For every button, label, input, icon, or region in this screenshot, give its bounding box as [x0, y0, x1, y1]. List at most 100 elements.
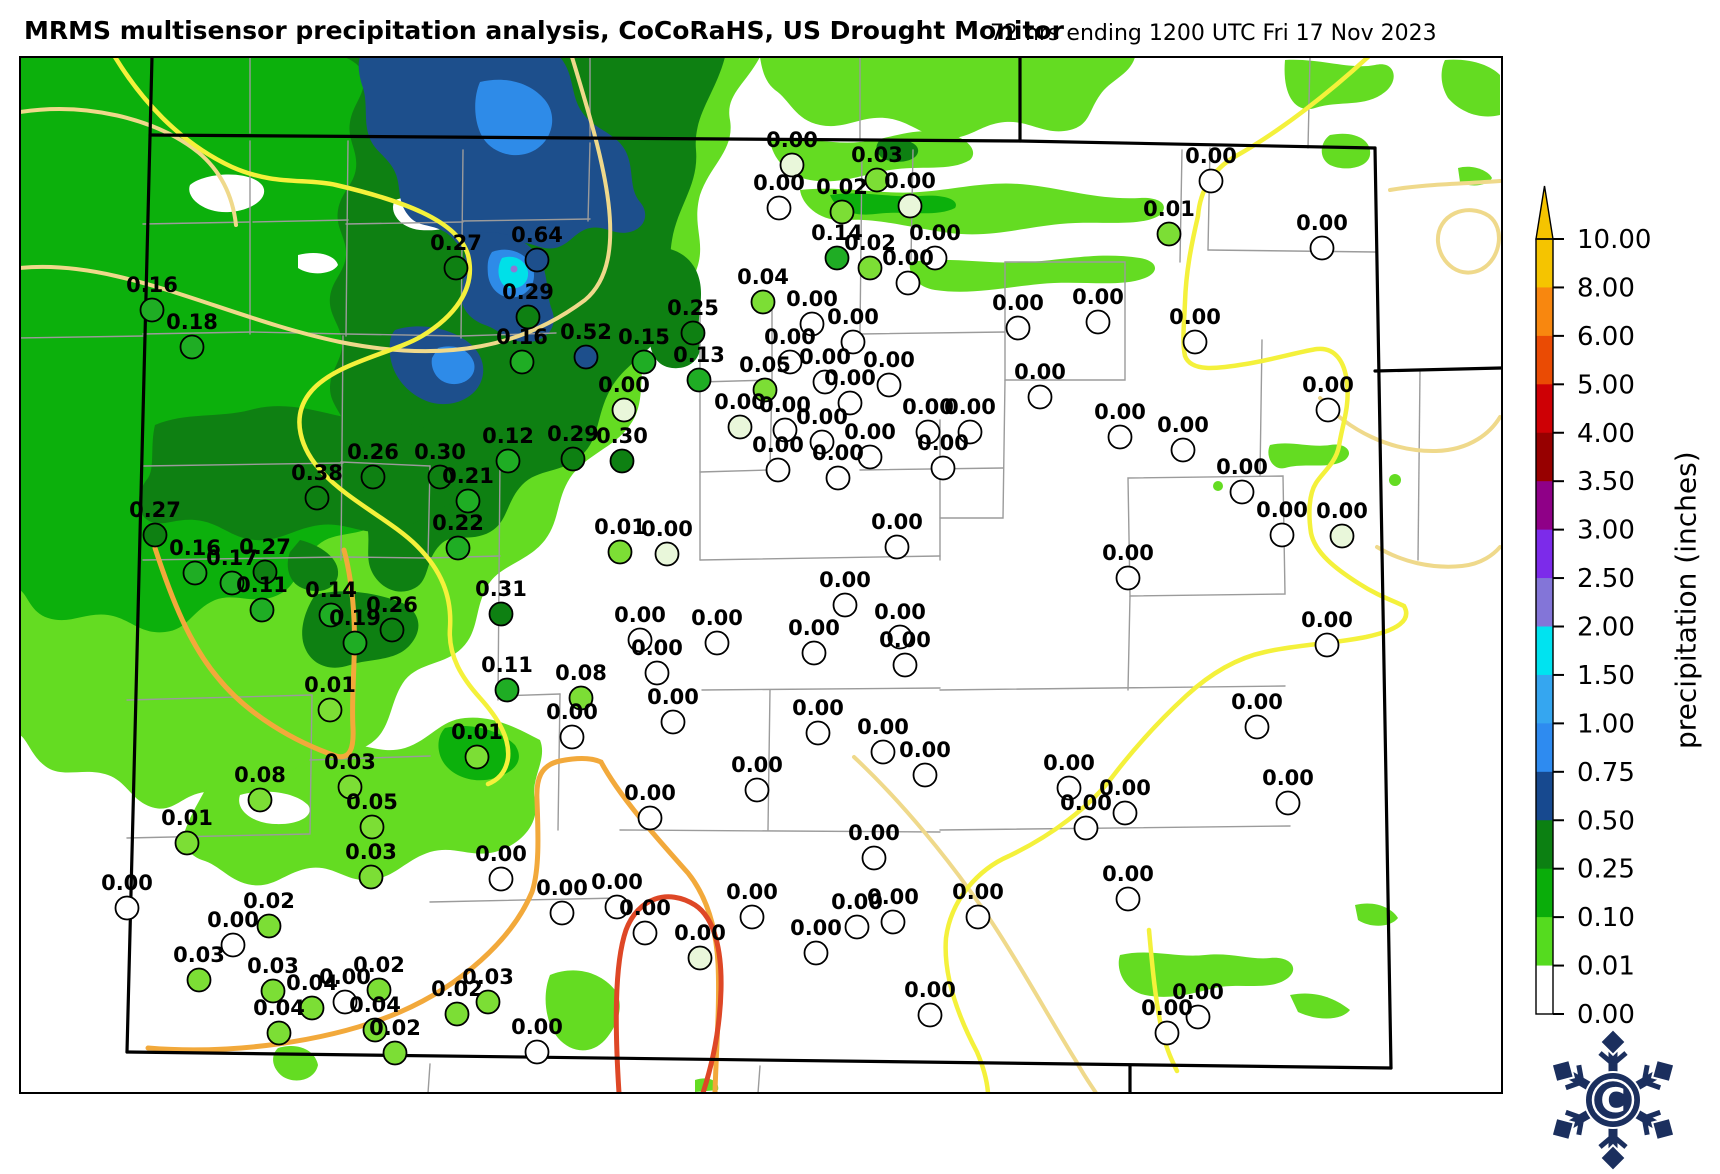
station-value-label: 0.00	[674, 921, 726, 945]
station-marker	[801, 640, 827, 666]
station-value-label: 0.00	[1157, 413, 1209, 437]
station-value-label: 0.00	[792, 696, 844, 720]
station-value-label: 0.00	[819, 568, 871, 592]
station-value-label: 0.00	[614, 603, 666, 627]
station-value-label: 0.00	[1014, 360, 1066, 384]
station-marker	[1005, 315, 1031, 341]
station-marker	[1027, 384, 1053, 410]
station-marker	[247, 787, 273, 813]
station-marker	[654, 541, 680, 567]
colorbar-tick-label: 5.00	[1577, 370, 1635, 400]
colorbar-axis-label: precipitation (inches)	[1669, 451, 1703, 749]
colorbar-tick-label: 0.00	[1577, 1000, 1635, 1030]
station-value-label: 0.00	[992, 291, 1044, 315]
station-value-label: 0.00	[790, 916, 842, 940]
station-marker	[524, 247, 550, 273]
station-marker	[179, 334, 205, 360]
station-marker	[660, 709, 686, 735]
station-value-label: 0.00	[1099, 776, 1151, 800]
station-value-label: 0.00	[1102, 862, 1154, 886]
station-marker	[1115, 565, 1141, 591]
station-value-label: 0.05	[739, 353, 791, 377]
colorbar: 10.00 8.00 6.00 5.00 4.00 3.50 3.00 2.50 2.00 1.5…	[1535, 185, 1651, 1030]
station-marker	[739, 904, 765, 930]
station-marker	[799, 311, 825, 337]
station-value-label: 0.00	[598, 373, 650, 397]
station-marker	[876, 372, 902, 398]
station-marker	[186, 967, 212, 993]
station-marker	[840, 329, 866, 355]
station-value-label: 0.01	[161, 806, 213, 830]
station-value-label: 0.01	[1143, 197, 1195, 221]
station-value-label: 0.04	[253, 996, 305, 1020]
station-value-label: 0.04	[286, 971, 338, 995]
station-value-label: 0.00	[848, 821, 900, 845]
station-value-label: 0.26	[347, 440, 399, 464]
station-marker	[632, 920, 658, 946]
station-marker	[139, 297, 165, 323]
valid-time-label: 72 hrs ending 1200 UTC Fri 17 Nov 2023	[990, 21, 1437, 46]
station-marker	[809, 429, 835, 455]
station-marker	[752, 377, 778, 403]
station-value-label: 0.00	[902, 395, 954, 419]
station-value-label: 0.00	[1231, 690, 1283, 714]
station-marker	[515, 304, 541, 330]
station-value-label: 0.00	[764, 325, 816, 349]
station-value-label: 0.00	[1094, 400, 1146, 424]
station-marker	[318, 602, 344, 628]
station-value-label: 0.04	[737, 265, 789, 289]
station-marker	[750, 289, 776, 315]
station-marker	[704, 630, 730, 656]
station-value-label: 0.00	[1072, 285, 1124, 309]
station-value-label: 0.00	[714, 390, 766, 414]
station-value-label: 0.02	[243, 889, 295, 913]
station-value-label: 0.00	[1302, 373, 1354, 397]
station-marker	[256, 913, 282, 939]
station-marker	[1156, 221, 1182, 247]
station-value-label: 0.00	[759, 393, 811, 417]
station-value-label: 0.19	[329, 606, 381, 630]
station-value-label: 0.00	[831, 890, 883, 914]
colorbar-tick-label: 6.00	[1577, 322, 1635, 352]
station-value-label: 0.00	[624, 781, 676, 805]
station-value-label: 0.29	[547, 422, 599, 446]
station-marker	[359, 814, 385, 840]
station-value-label: 0.00	[1043, 751, 1095, 775]
station-marker	[777, 349, 803, 375]
station-value-label: 0.00	[824, 366, 876, 390]
station-marker	[1056, 775, 1082, 801]
station-marker	[887, 624, 913, 650]
station-value-label: 0.16	[496, 325, 548, 349]
station-marker	[779, 152, 805, 178]
station-value-label: 0.03	[462, 965, 514, 989]
station-value-label: 0.00	[1296, 211, 1348, 235]
station-marker	[805, 720, 831, 746]
station-marker	[1112, 800, 1138, 826]
station-marker	[765, 457, 791, 483]
station-marker	[304, 485, 330, 511]
snowflake-logo-icon: C	[1550, 1027, 1676, 1173]
station-value-label: 0.00	[631, 636, 683, 660]
station-value-label: 0.00	[1060, 791, 1112, 815]
colorbar-tick-label: 1.50	[1577, 661, 1635, 691]
station-marker	[219, 570, 245, 596]
station-value-label: 0.00	[1102, 541, 1154, 565]
station-value-label: 0.00	[766, 128, 818, 152]
station-value-label: 0.15	[618, 325, 670, 349]
station-marker	[803, 940, 829, 966]
station-marker	[1315, 397, 1341, 423]
station-value-label: 0.00	[904, 978, 956, 1002]
station-value-label: 0.00	[207, 908, 259, 932]
station-marker	[687, 945, 713, 971]
station-marker	[1229, 479, 1255, 505]
station-marker	[488, 866, 514, 892]
station-marker	[897, 193, 923, 219]
station-value-label: 0.11	[481, 653, 533, 677]
station-marker	[861, 845, 887, 871]
station-value-label: 0.00	[879, 628, 931, 652]
station-value-label: 0.00	[319, 965, 371, 989]
station-value-label: 0.00	[475, 842, 527, 866]
station-value-label: 0.14	[811, 221, 863, 245]
station-value-label: 0.00	[786, 287, 838, 311]
station-value-label: 0.08	[555, 661, 607, 685]
